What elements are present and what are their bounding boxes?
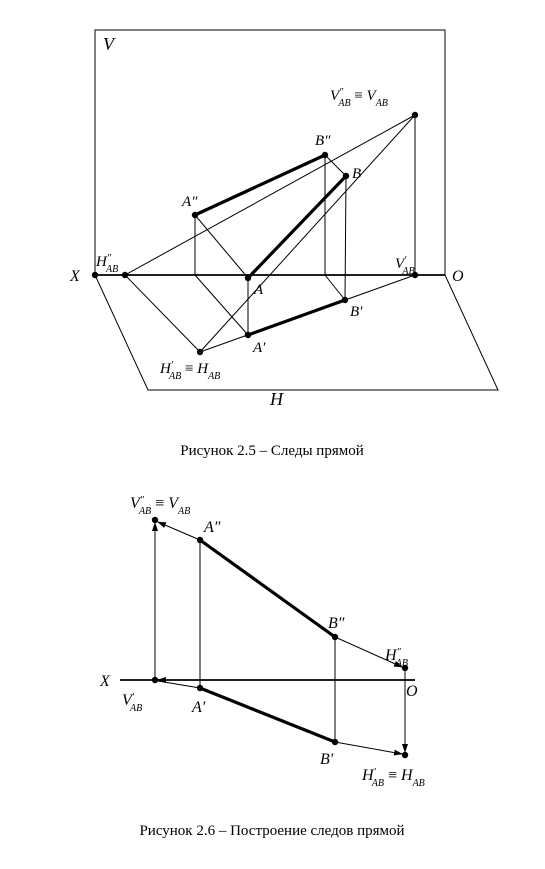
proj-B-ground — [325, 275, 345, 300]
lbl26-VABp: V′AB — [122, 692, 142, 714]
proj-A-ground — [195, 275, 248, 335]
lbl26-Bpp: B″ — [328, 615, 345, 632]
seg-A-B — [248, 176, 346, 278]
seg-Ap-Bp-26 — [200, 688, 335, 742]
lbl26-Bp: B′ — [320, 751, 334, 768]
fig26-points — [152, 517, 408, 758]
fig26-labels: V″AB ≡ VAB A″ B″ H″AB V′AB A′ B′ H′AB ≡ … — [122, 495, 425, 789]
seg-App-Bpp — [195, 155, 325, 215]
h-plane-label: H — [269, 389, 284, 409]
o-label-25: O — [452, 268, 464, 285]
proj-Bp-up — [345, 176, 346, 300]
lbl26-HABpp: H″AB — [384, 647, 408, 669]
lbl-App: A″ — [181, 194, 198, 210]
caption-26: Рисунок 2.6 – Построение следов прямой — [139, 823, 404, 839]
ext-Bp-HAB — [335, 742, 402, 754]
proj-A-App — [195, 215, 248, 278]
line-HABpp-VAB — [125, 115, 415, 275]
v-plane-outline — [95, 30, 445, 275]
proj-B-Bpp — [325, 155, 346, 176]
lbl-Ap: A′ — [252, 340, 266, 356]
lbl-HABpp: H″AB — [95, 253, 118, 275]
lbl-Bpp: B″ — [315, 133, 331, 149]
lbl-HAB: H′AB ≡ HAB — [159, 360, 220, 382]
h-plane-outline — [95, 275, 498, 390]
seg-Ap-Bp — [248, 300, 345, 335]
lbl-A: A — [253, 282, 264, 298]
fig-2-6: X O V″AB ≡ VAB A″ — [99, 495, 425, 840]
lbl26-VAB: V″AB ≡ VAB — [130, 495, 190, 517]
caption-25: Рисунок 2.5 – Следы прямой — [180, 443, 364, 459]
lbl-VABp: V′AB — [395, 255, 415, 277]
lbl26-Ap: A′ — [191, 699, 206, 716]
fig25-labels: H″AB A″ B″ V″AB ≡ VAB V′AB B′ A′ H′AB ≡ … — [95, 87, 415, 382]
lbl-Bp: B′ — [350, 304, 363, 320]
figures-svg: V X O H — [0, 0, 545, 869]
x-axis-label-26: X — [99, 673, 111, 690]
fig-2-5: V X O H — [69, 30, 498, 459]
lbl26-HAB: H′AB ≡ HAB — [361, 767, 425, 789]
o-label-26: O — [406, 683, 418, 700]
v-plane-label: V — [103, 34, 116, 54]
line-HABpp-HAB — [125, 275, 200, 352]
fig25-points — [122, 112, 418, 355]
x-axis-label-25: X — [69, 268, 81, 285]
lbl-B: B — [352, 166, 361, 182]
ext-Ap-VABp — [158, 681, 200, 688]
seg-App-Bpp-26 — [200, 540, 335, 637]
lbl-VAB: V″AB ≡ VAB — [330, 87, 388, 109]
lbl26-App: A″ — [203, 519, 221, 536]
ext-App-VAB — [158, 522, 200, 540]
